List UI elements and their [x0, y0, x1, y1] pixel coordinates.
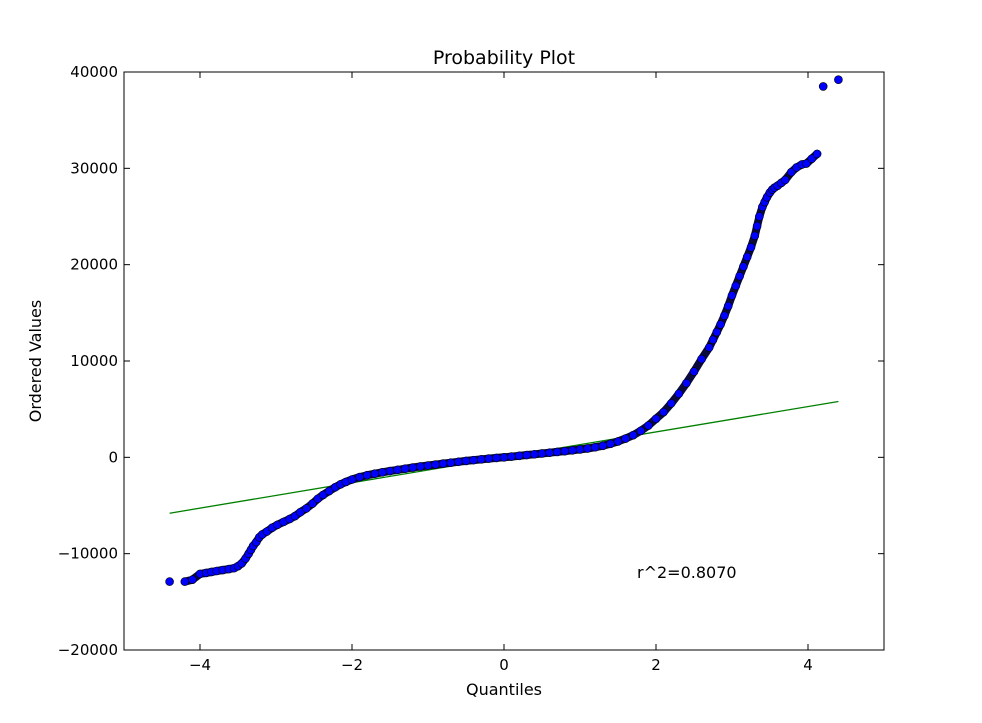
- data-point: [400, 464, 410, 474]
- data-point: [355, 472, 364, 482]
- data-point: [552, 447, 562, 457]
- data-point: [476, 455, 486, 464]
- data-point: [507, 452, 516, 461]
- x-axis-label: Quantiles: [466, 680, 542, 699]
- data-point: [484, 454, 494, 463]
- data-point: [438, 459, 448, 468]
- data-point: [807, 154, 817, 163]
- data-point: [651, 414, 661, 424]
- data-point: [750, 231, 760, 241]
- data-point: [545, 448, 554, 458]
- data-point: [530, 449, 539, 459]
- data-point: [739, 262, 748, 271]
- data-point: [302, 504, 311, 513]
- data-point: [621, 434, 630, 443]
- data-point: [708, 335, 718, 345]
- data-point: [492, 453, 501, 463]
- x-tick-label: 0: [499, 656, 509, 674]
- data-point: [324, 486, 334, 496]
- data-point: [423, 461, 433, 470]
- data-point: [575, 445, 585, 454]
- y-tick-label: 30000: [70, 159, 118, 177]
- data-point: [720, 311, 729, 321]
- data-point: [583, 444, 592, 453]
- data-point: [780, 175, 790, 185]
- data-point: [704, 343, 714, 352]
- chart-title: Probability Plot: [433, 47, 575, 69]
- data-point: [689, 367, 699, 376]
- data-point: [362, 470, 372, 480]
- data-point: [742, 252, 752, 262]
- data-point: [716, 320, 725, 329]
- data-point: [697, 354, 706, 364]
- data-point: [727, 291, 737, 300]
- data-point: [560, 446, 570, 456]
- axis-ticks: −4 −2 0 2 4 −20000 −10000 0 10000 20000 30000 40000: [58, 63, 884, 674]
- data-point: [606, 439, 615, 449]
- data-point: [522, 450, 532, 460]
- data-point: [308, 499, 317, 508]
- data-point: [786, 167, 796, 177]
- data-point: [378, 467, 387, 477]
- x-tick-label: −2: [341, 656, 363, 674]
- data-point: [644, 421, 653, 430]
- data-point: [731, 281, 741, 291]
- data-point: [674, 389, 684, 399]
- y-tick-label: −10000: [58, 545, 118, 563]
- data-point: [408, 463, 418, 472]
- data-point: [165, 577, 174, 586]
- y-tick-label: 20000: [70, 256, 118, 274]
- x-tick-label: 2: [651, 656, 661, 674]
- data-point: [454, 457, 463, 467]
- data-point: [834, 75, 843, 85]
- data-point: [568, 446, 577, 455]
- x-tick-label: −4: [189, 656, 211, 674]
- data-point: [537, 449, 547, 458]
- data-point: [613, 437, 623, 446]
- plot-area: [165, 75, 843, 586]
- data-point: [712, 327, 722, 337]
- data-point: [499, 453, 509, 462]
- data-point: [469, 455, 478, 465]
- data-point: [393, 465, 402, 475]
- x-tick-label: 4: [803, 656, 813, 674]
- data-point: [659, 407, 668, 417]
- y-axis-label: Ordered Values: [26, 300, 45, 422]
- data-point: [385, 466, 395, 476]
- y-tick-label: 10000: [70, 352, 118, 370]
- r-squared-annotation: r^2=0.8070: [637, 563, 737, 582]
- data-point: [446, 458, 456, 468]
- data-point: [666, 399, 676, 408]
- data-point: [755, 212, 764, 221]
- data-point: [514, 451, 524, 461]
- data-point: [347, 475, 357, 484]
- data-point: [818, 82, 828, 91]
- data-point: [370, 469, 380, 479]
- data-point: [296, 507, 305, 517]
- y-tick-label: 0: [108, 448, 118, 466]
- data-point: [636, 426, 646, 436]
- data-point: [598, 441, 608, 451]
- data-point: [735, 271, 744, 281]
- data-point: [180, 577, 190, 586]
- data-point: [461, 456, 471, 466]
- data-point: [318, 490, 328, 500]
- data-point: [723, 301, 733, 311]
- data-point: [682, 378, 691, 388]
- y-tick-label: 40000: [70, 63, 118, 81]
- y-tick-label: −20000: [58, 641, 118, 659]
- data-point: [590, 442, 600, 452]
- data-point: [188, 575, 197, 584]
- data-point: [416, 462, 425, 471]
- data-point: [431, 460, 440, 469]
- data-point: [746, 243, 756, 252]
- data-point: [752, 221, 762, 231]
- data-point: [802, 159, 811, 168]
- data-point: [812, 149, 822, 159]
- data-point: [628, 430, 638, 440]
